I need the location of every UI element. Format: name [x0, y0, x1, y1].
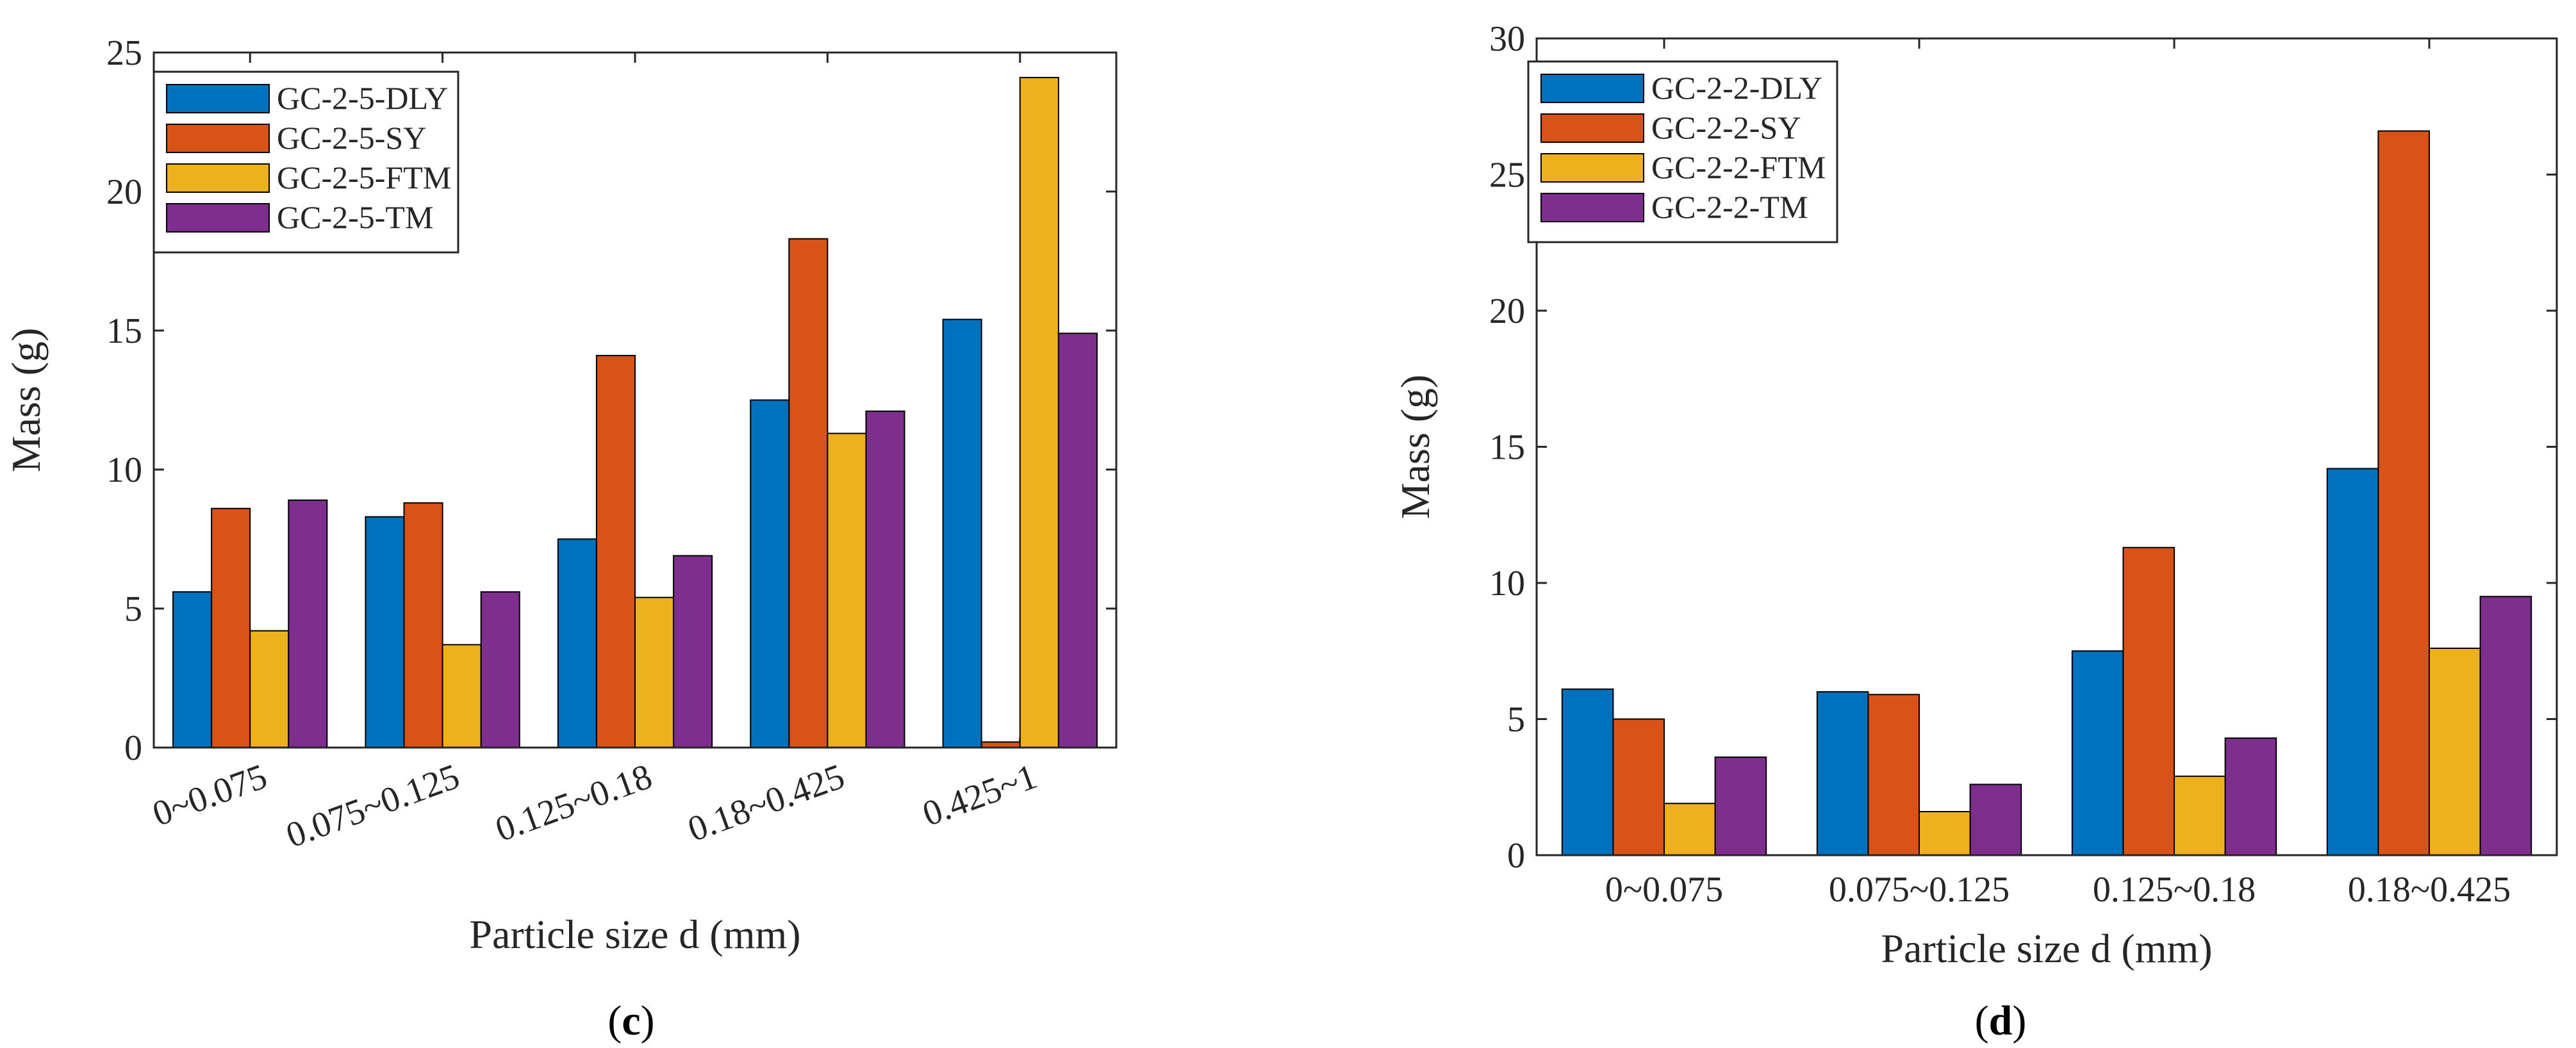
plot-frame — [153, 51, 1118, 749]
bar-GC-2-2-TM-0.18~0.425 — [2479, 596, 2532, 856]
legend-swatch — [166, 203, 270, 233]
bar-GC-2-5-DLY-0~0.075 — [172, 591, 213, 749]
y-tick-label: 5 — [1507, 700, 1525, 740]
bar-GC-2-2-FTM-0.125~0.18 — [2174, 775, 2226, 856]
panel-caption: (c) — [607, 997, 654, 1044]
legend-swatch — [1540, 153, 1644, 183]
legend-swatch — [1540, 193, 1644, 222]
bar-GC-2-5-DLY-0.18~0.425 — [750, 399, 790, 748]
y-tick-label: 15 — [106, 311, 142, 351]
y-tick-label: 25 — [106, 33, 142, 73]
bar-GC-2-5-FTM-0.425~1 — [1019, 77, 1059, 748]
bar-GC-2-5-TM-0.18~0.425 — [865, 410, 905, 748]
legend-swatch — [166, 84, 270, 113]
bar-GC-2-2-SY-0.075~0.125 — [1867, 694, 1920, 856]
legend-label: GC-2-5-SY — [277, 120, 426, 156]
bar-GC-2-5-DLY-0.125~0.18 — [557, 538, 597, 748]
bar-GC-2-2-FTM-0~0.075 — [1664, 803, 1716, 856]
bar-GC-2-5-FTM-0.075~0.125 — [442, 644, 482, 748]
x-axis-label: Particle size d (mm) — [1881, 926, 2212, 971]
bar-GC-2-5-DLY-0.425~1 — [942, 318, 982, 748]
bar-GC-2-5-FTM-0~0.075 — [249, 630, 290, 748]
x-tick-label: 0.18~0.425 — [2348, 870, 2511, 910]
legend-swatch — [1540, 74, 1644, 103]
x-tick-label: 0.075~0.125 — [281, 757, 465, 856]
y-tick-label: 10 — [1489, 564, 1525, 603]
bar-GC-2-2-TM-0.075~0.125 — [1969, 783, 2022, 856]
bar-GC-2-5-SY-0~0.075 — [211, 507, 251, 748]
y-tick-label: 0 — [1507, 836, 1525, 876]
x-tick-label: 0~0.075 — [147, 757, 272, 834]
x-tick-label: 0~0.075 — [1605, 870, 1723, 910]
y-tick-label: 10 — [106, 450, 142, 490]
bar-GC-2-2-DLY-0.075~0.125 — [1816, 691, 1869, 856]
x-tick-label: 0.125~0.18 — [490, 757, 657, 849]
bar-GC-2-5-SY-0.075~0.125 — [403, 502, 443, 749]
x-axis-label: Particle size d (mm) — [469, 912, 800, 957]
y-tick-label: 5 — [124, 589, 142, 629]
bar-GC-2-2-DLY-0.18~0.425 — [2326, 468, 2379, 856]
bar-GC-2-5-DLY-0.075~0.125 — [365, 516, 405, 749]
bar-GC-2-5-SY-0.125~0.18 — [595, 355, 636, 748]
y-tick-label: 20 — [106, 172, 142, 212]
legend-label: GC-2-2-TM — [1651, 189, 1808, 225]
bar-GC-2-2-FTM-0.075~0.125 — [1919, 811, 1971, 856]
bar-GC-2-2-SY-0.18~0.425 — [2377, 130, 2430, 856]
bar-GC-2-2-TM-0.125~0.18 — [2224, 737, 2277, 856]
panel-caption: (d) — [1975, 997, 2027, 1044]
x-tick-label: 0.075~0.125 — [1829, 870, 2010, 910]
bar-GC-2-2-DLY-0~0.075 — [1561, 688, 1614, 856]
x-tick-label: 0.425~1 — [918, 757, 1042, 834]
legend-label: GC-2-2-DLY — [1651, 70, 1822, 106]
legend-label: GC-2-2-FTM — [1651, 149, 1826, 185]
bar-GC-2-2-TM-0~0.075 — [1714, 757, 1767, 856]
legend-swatch — [1540, 113, 1644, 143]
plot-frame — [1535, 37, 2558, 856]
legend-label: GC-2-5-DLY — [277, 80, 448, 116]
bar-GC-2-2-SY-0~0.075 — [1612, 718, 1665, 856]
bar-GC-2-2-FTM-0.18~0.425 — [2429, 648, 2481, 856]
y-axis-label: Mass (g) — [1392, 375, 1438, 520]
chart-panel-d: 0 5 10 15 20 25 30 0~0.075 0.075~0.125 0.125~0.18… — [1392, 19, 2558, 1044]
bar-GC-2-5-FTM-0.125~0.18 — [634, 596, 675, 749]
x-tick-label: 0.125~0.18 — [2093, 870, 2256, 910]
legend-swatch — [166, 163, 270, 193]
legend-label: GC-2-5-FTM — [277, 160, 451, 195]
bar-GC-2-5-SY-0.18~0.425 — [788, 238, 829, 748]
y-axis-label: Mass (g) — [3, 328, 49, 473]
legend-label: GC-2-5-TM — [277, 199, 433, 235]
bar-GC-2-5-TM-0~0.075 — [288, 499, 328, 748]
y-tick-label: 0 — [124, 728, 142, 768]
bar-GC-2-5-FTM-0.18~0.425 — [827, 432, 867, 749]
chart-panel-c: 0 5 10 15 20 25 0~0.075 0.075~0.125 0.125~0.18 0.… — [3, 33, 1118, 1044]
y-tick-label: 20 — [1489, 291, 1525, 331]
legend-swatch — [166, 124, 270, 153]
bar-GC-2-2-SY-0.125~0.18 — [2122, 546, 2175, 856]
bar-GC-2-5-TM-0.125~0.18 — [673, 555, 713, 748]
bar-GC-2-5-TM-0.425~1 — [1057, 332, 1098, 748]
legend-label: GC-2-2-SY — [1651, 110, 1801, 145]
y-tick-label: 25 — [1489, 156, 1525, 195]
x-tick-label: 0.18~0.425 — [683, 757, 850, 849]
bar-GC-2-2-DLY-0.125~0.18 — [2071, 650, 2124, 856]
y-tick-label: 15 — [1489, 428, 1525, 468]
y-tick-label: 30 — [1489, 19, 1525, 59]
bar-GC-2-5-TM-0.075~0.125 — [480, 591, 520, 749]
